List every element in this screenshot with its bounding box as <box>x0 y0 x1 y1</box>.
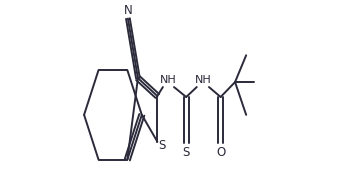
Text: NH: NH <box>160 75 177 85</box>
Text: N: N <box>124 4 132 17</box>
Text: NH: NH <box>194 75 211 85</box>
Text: S: S <box>158 139 166 152</box>
Text: O: O <box>216 146 225 159</box>
Text: S: S <box>183 146 190 159</box>
